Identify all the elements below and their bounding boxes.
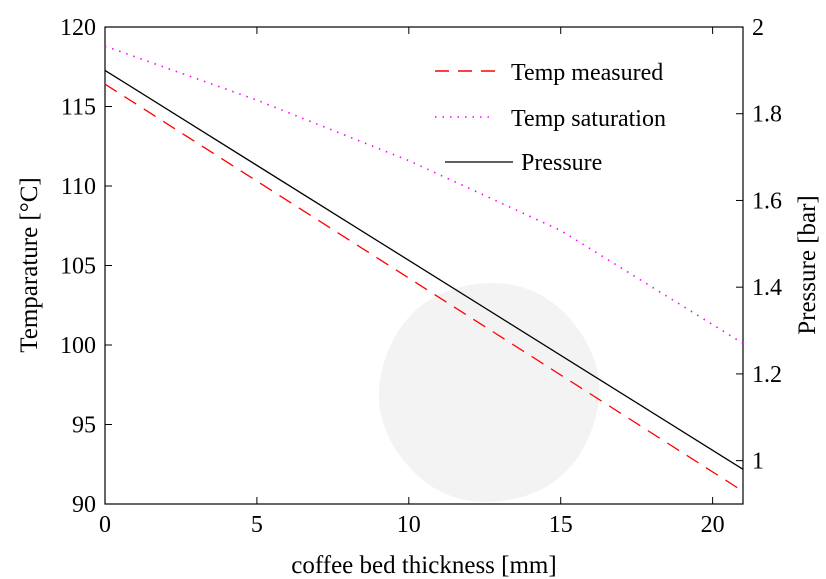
x-tick-label-0: 0	[99, 512, 111, 538]
series-line-temp-saturation	[104, 45, 744, 345]
y-left-tick-label-3: 105	[60, 254, 96, 280]
y-right-tick-label-2: 1.4	[752, 275, 782, 301]
x-tick-label-4: 20	[701, 512, 725, 538]
y-left-tick-label-4: 110	[61, 174, 96, 200]
y-left-tick-label-1: 95	[72, 413, 96, 439]
y-axis-title-right: Pressure [bar]	[794, 195, 821, 335]
y-left-tick-label-2: 100	[60, 333, 96, 359]
y-right-tick-label-4: 1.8	[752, 102, 782, 128]
legend: Temp measured Temp saturation Pressure	[435, 60, 666, 176]
series-layer	[104, 45, 744, 492]
x-tick-label-1: 5	[251, 512, 263, 538]
y-right-tick-label-3: 1.6	[752, 188, 782, 214]
legend-label-pressure: Pressure	[521, 150, 602, 176]
y-axis-title-left: Temparature [°C]	[16, 177, 43, 353]
x-axis-title: coffee bed thickness [mm]	[291, 552, 556, 579]
y-left-tick-label-0: 90	[72, 492, 96, 518]
series-line-temp-measured	[104, 83, 744, 492]
y-right-tick-label-5: 2	[752, 15, 764, 41]
series-line-pressure	[104, 69, 744, 470]
ticks-layer: 0 5 10 15 20 90 95 100 105 110 115 120 1 1.2 1.4 1.6 1.8…	[60, 15, 782, 538]
svg-text:⬤: ⬤	[313, 213, 650, 552]
x-tick-label-2: 10	[397, 512, 421, 538]
watermark: ⬤	[313, 213, 650, 552]
y-left-tick-label-6: 120	[60, 15, 96, 41]
x-tick-label-3: 15	[549, 512, 573, 538]
legend-label-temp-saturation: Temp saturation	[511, 106, 666, 132]
y-right-tick-label-0: 1	[752, 449, 764, 475]
y-left-tick-label-5: 115	[61, 95, 96, 121]
y-right-tick-label-1: 1.2	[752, 362, 782, 388]
legend-label-temp-measured: Temp measured	[511, 60, 663, 86]
